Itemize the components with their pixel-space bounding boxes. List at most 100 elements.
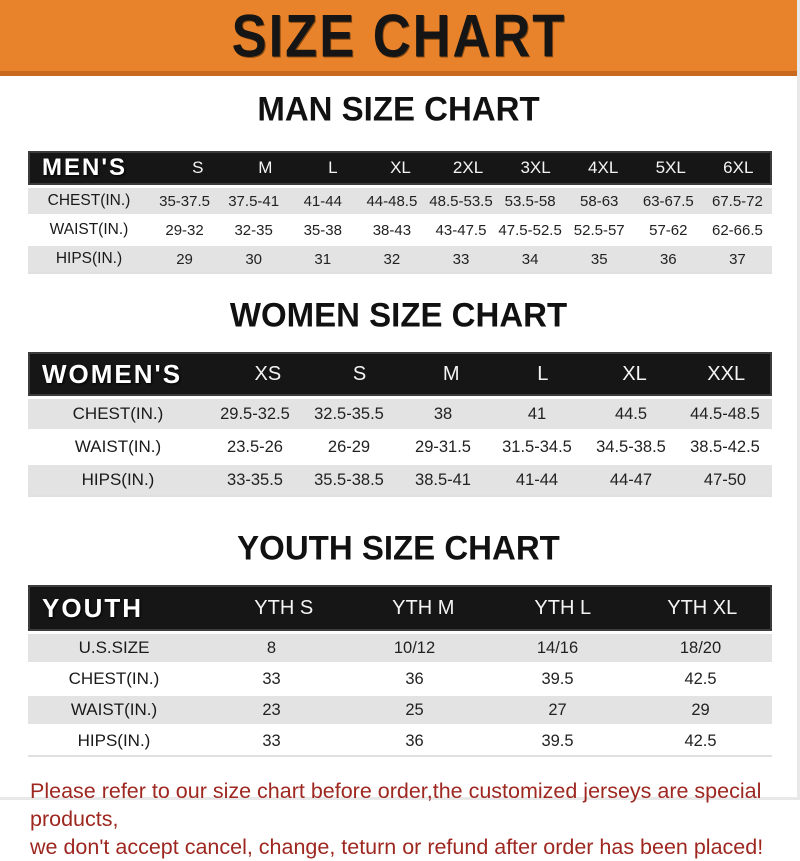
size-column-header: S [192, 158, 204, 177]
notice-line-2: we don't accept cancel, change, teturn o… [30, 835, 764, 859]
table-row: WAIST(IN.) 29-32 32-35 35-38 38-43 43-47.5 47.… [28, 217, 772, 243]
size-value-cell: 41-44 [515, 470, 559, 489]
size-value-cell: 37 [729, 250, 746, 268]
table-header-bar: WOMEN'S XS S M L XL XXL [28, 352, 772, 396]
table-corner-label: WOMEN'S [42, 358, 183, 389]
size-value-cell: 23 [262, 700, 281, 719]
page-title: SIZE CHART [231, 1, 566, 70]
size-value-cell: 48.5-53.5 [429, 192, 493, 210]
size-value-cell: 32-35 [234, 221, 273, 239]
size-value-cell: 67.5-72 [711, 192, 763, 210]
size-column-header: XS [254, 362, 282, 385]
size-column-header: XL [390, 158, 411, 177]
size-value-cell: 41 [527, 404, 547, 423]
table-corner-label: YOUTH [42, 592, 143, 623]
size-value-cell: 29-32 [165, 221, 204, 239]
size-column-header: 6XL [723, 158, 754, 177]
row-label: HIPS(IN.) [81, 470, 155, 489]
size-value-cell: 43-47.5 [435, 221, 487, 239]
size-value-cell: 42.5 [684, 669, 717, 688]
size-value-cell: 30 [245, 250, 262, 268]
table-row: WAIST(IN.) 23.5-26 26-29 29-31.5 31.5-34.5 34… [28, 432, 772, 462]
row-label: WAIST(IN.) [74, 437, 162, 456]
size-value-cell: 39.5 [541, 731, 574, 750]
row-label: HIPS(IN.) [77, 731, 151, 750]
size-column-header: 5XL [655, 158, 686, 177]
size-column-header: YTH L [534, 596, 592, 619]
size-value-cell: 23.5-26 [227, 437, 283, 456]
section-man: MAN SIZE CHART MEN'S S M L XL 2XL 3XL 4XL 5XL 6XL… [0, 76, 797, 274]
section-women: WOMEN SIZE CHART WOMEN'S XS S M L XL XXL CHEST(… [0, 274, 797, 497]
notice-line-1: Please refer to our size chart before or… [30, 779, 762, 831]
size-value-cell: 29.5-32.5 [220, 404, 290, 423]
size-column-header: M [442, 362, 460, 385]
man-section-heading-text: MAN SIZE CHART [257, 89, 540, 128]
size-column-header: YTH XL [667, 596, 738, 619]
size-column-header: L [328, 158, 338, 177]
size-value-cell: 33 [262, 731, 281, 750]
size-value-cell: 62-66.5 [711, 221, 763, 239]
table-row: HIPS(IN.) 29 30 31 32 33 34 35 36 37 [28, 246, 772, 272]
women-section-heading: WOMEN SIZE CHART [0, 274, 797, 342]
size-value-cell: 41-44 [303, 192, 342, 210]
size-column-header: L [537, 362, 549, 385]
size-column-header: XXL [707, 362, 746, 385]
size-column-header: M [258, 158, 273, 177]
size-value-cell: 29-31.5 [415, 437, 471, 456]
table-row: CHEST(IN.) 29.5-32.5 32.5-35.5 38 41 44.5 44.5… [28, 399, 772, 429]
size-value-cell: 32 [383, 250, 401, 268]
size-value-cell: 47-50 [703, 470, 747, 489]
row-label: CHEST(IN.) [68, 669, 160, 688]
size-column-header: 2XL [452, 158, 484, 177]
size-value-cell: 47.5-52.5 [498, 221, 562, 239]
table-row: CHEST(IN.) 35-37.5 37.5-41 41-44 44-48.5 48.5… [28, 188, 772, 214]
size-value-cell: 31.5-34.5 [502, 437, 572, 456]
size-value-cell: 33-35.5 [227, 470, 283, 489]
size-value-cell: 58-63 [580, 192, 619, 210]
man-size-table: MEN'S S M L XL 2XL 3XL 4XL 5XL 6XL CHEST(IN.) 35-37… [28, 151, 772, 274]
size-value-cell: 33 [452, 250, 470, 268]
size-value-cell: 29 [691, 700, 710, 719]
size-column-header: XL [622, 362, 647, 385]
size-value-cell: 29 [176, 250, 193, 268]
youth-section-heading: YOUTH SIZE CHART [0, 497, 797, 575]
size-value-cell: 26-29 [327, 437, 371, 456]
women-size-table: WOMEN'S XS S M L XL XXL CHEST(IN.) 29.5-32.5 32.5… [28, 352, 772, 497]
youth-size-table: YOUTH YTH S YTH M YTH L YTH XL U.S.SIZE 8 10/12… [28, 585, 772, 757]
size-value-cell: 10/12 [393, 638, 436, 657]
size-value-cell: 27 [548, 700, 567, 719]
size-column-header: 4XL [588, 158, 619, 177]
size-value-cell: 38-43 [372, 221, 412, 239]
size-column-header: YTH S [254, 596, 314, 619]
size-value-cell: 44-48.5 [366, 192, 418, 210]
size-value-cell: 44-47 [609, 470, 653, 489]
size-value-cell: 38.5-42.5 [690, 437, 760, 456]
table-row: WAIST(IN.) 23 25 27 29 [28, 696, 772, 724]
table-corner-label: MEN'S [42, 154, 128, 181]
size-value-cell: 34 [521, 250, 539, 268]
size-value-cell: 14/16 [536, 638, 579, 657]
size-value-cell: 36 [405, 731, 424, 750]
table-row: HIPS(IN.) 33-35.5 35.5-38.5 38.5-41 41-44 44-… [28, 465, 772, 495]
row-label: U.S.SIZE [78, 638, 150, 657]
size-value-cell: 31 [314, 250, 332, 268]
size-value-cell: 36 [405, 669, 424, 688]
size-column-header: S [352, 362, 367, 385]
size-value-cell: 33 [262, 669, 281, 688]
size-value-cell: 35 [590, 250, 608, 268]
row-label: CHEST(IN.) [47, 192, 131, 209]
man-section-heading: MAN SIZE CHART [0, 76, 797, 138]
size-value-cell: 63-67.5 [642, 192, 694, 210]
section-youth: YOUTH SIZE CHART YOUTH YTH S YTH M YTH L YTH… [0, 497, 797, 757]
size-value-cell: 36 [659, 250, 677, 268]
row-label: WAIST(IN.) [49, 221, 129, 238]
banner: SIZE CHART [0, 0, 797, 76]
size-value-cell: 39.5 [541, 669, 574, 688]
table-header-bar: YOUTH YTH S YTH M YTH L YTH XL [28, 585, 772, 631]
size-value-cell: 53.5-58 [504, 192, 556, 210]
size-value-cell: 25 [405, 700, 424, 719]
size-value-cell: 42.5 [684, 731, 717, 750]
size-column-header: YTH M [392, 596, 455, 619]
size-value-cell: 38 [433, 404, 453, 423]
